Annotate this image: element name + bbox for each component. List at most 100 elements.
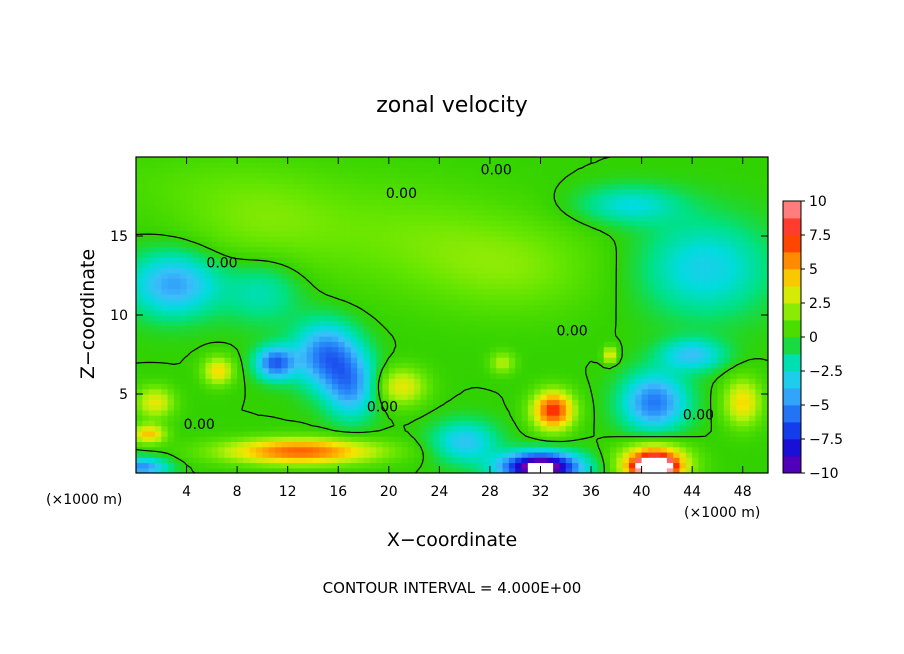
field-cell bbox=[508, 378, 516, 385]
field-cell bbox=[136, 362, 143, 369]
field-cell bbox=[230, 394, 238, 400]
field-cell bbox=[211, 399, 219, 406]
field-cell bbox=[736, 283, 744, 290]
field-cell bbox=[685, 446, 693, 453]
field-cell bbox=[584, 246, 592, 253]
field-cell bbox=[376, 367, 384, 374]
field-cell bbox=[142, 383, 150, 390]
field-cell bbox=[401, 409, 409, 416]
field-cell bbox=[761, 394, 768, 400]
field-cell bbox=[167, 425, 175, 432]
field-cell bbox=[521, 388, 529, 395]
field-cell bbox=[350, 351, 358, 358]
field-cell bbox=[350, 293, 358, 300]
field-cell bbox=[736, 367, 744, 374]
field-cell bbox=[578, 467, 586, 473]
field-cell bbox=[692, 436, 700, 442]
field-cell bbox=[572, 299, 579, 306]
field-cell bbox=[685, 378, 693, 385]
field-cell bbox=[761, 415, 768, 421]
field-cell bbox=[230, 257, 238, 263]
field-cell bbox=[723, 293, 731, 300]
field-cell bbox=[376, 230, 384, 237]
field-cell bbox=[711, 372, 719, 379]
field-cell bbox=[654, 272, 662, 279]
field-cell bbox=[610, 404, 617, 411]
field-cell bbox=[224, 299, 232, 306]
field-cell bbox=[610, 420, 617, 427]
field-cell bbox=[534, 299, 542, 306]
field-cell bbox=[515, 399, 523, 406]
field-cell bbox=[312, 272, 320, 279]
field-cell bbox=[477, 451, 485, 458]
field-cell bbox=[237, 362, 245, 369]
field-cell bbox=[717, 315, 725, 321]
field-cell bbox=[407, 272, 415, 279]
field-cell bbox=[395, 230, 403, 237]
field-cell bbox=[452, 241, 459, 248]
field-cell bbox=[395, 325, 403, 332]
field-cell bbox=[167, 267, 175, 274]
field-cell bbox=[275, 467, 282, 473]
field-cell bbox=[483, 309, 491, 316]
field-cell bbox=[578, 278, 586, 284]
field-cell bbox=[521, 378, 529, 385]
field-cell bbox=[502, 230, 510, 237]
field-cell bbox=[660, 272, 668, 279]
field-cell bbox=[755, 404, 763, 411]
field-cell bbox=[205, 315, 213, 321]
field-cell bbox=[584, 404, 592, 411]
field-cell bbox=[401, 325, 409, 332]
field-cell bbox=[161, 346, 169, 353]
field-cell bbox=[635, 304, 643, 311]
field-cell bbox=[142, 299, 150, 306]
field-cell bbox=[205, 236, 213, 242]
field-cell bbox=[704, 467, 712, 473]
field-cell bbox=[597, 367, 605, 374]
field-cell bbox=[477, 425, 485, 432]
field-cell bbox=[559, 225, 567, 232]
field-cell bbox=[654, 436, 662, 442]
field-cell bbox=[199, 283, 207, 290]
field-cell bbox=[256, 236, 263, 242]
field-cell bbox=[540, 451, 548, 458]
field-cell bbox=[660, 388, 668, 395]
field-cell bbox=[692, 214, 700, 221]
field-cell bbox=[704, 346, 712, 353]
field-cell bbox=[319, 415, 327, 421]
field-cell bbox=[218, 309, 226, 316]
field-cell bbox=[433, 299, 440, 306]
field-cell bbox=[565, 430, 573, 437]
field-cell bbox=[445, 383, 453, 390]
field-cell bbox=[300, 346, 308, 353]
field-cell bbox=[515, 283, 523, 290]
field-cell bbox=[717, 351, 725, 358]
field-cell bbox=[711, 209, 719, 216]
field-cell bbox=[755, 467, 763, 473]
field-cell bbox=[224, 209, 232, 216]
field-cell bbox=[312, 388, 320, 395]
field-cell bbox=[704, 320, 712, 327]
field-cell bbox=[154, 399, 162, 406]
field-cell bbox=[749, 441, 756, 448]
field-cell bbox=[654, 467, 662, 473]
field-cell bbox=[489, 257, 497, 263]
field-cell bbox=[167, 336, 175, 342]
field-cell bbox=[142, 409, 150, 416]
field-cell bbox=[673, 425, 681, 432]
field-cell bbox=[249, 251, 257, 258]
field-cell bbox=[230, 462, 238, 469]
field-cell bbox=[452, 309, 459, 316]
field-cell bbox=[224, 388, 232, 395]
field-cell bbox=[154, 409, 162, 416]
field-cell bbox=[414, 220, 421, 227]
field-cell bbox=[736, 309, 744, 316]
field-cell bbox=[331, 362, 339, 369]
field-cell bbox=[622, 430, 630, 437]
field-cell bbox=[761, 420, 768, 427]
field-cell bbox=[300, 236, 308, 242]
field-cell bbox=[369, 467, 377, 473]
field-cell bbox=[452, 436, 459, 442]
field-cell bbox=[382, 436, 390, 442]
field-cell bbox=[420, 362, 428, 369]
